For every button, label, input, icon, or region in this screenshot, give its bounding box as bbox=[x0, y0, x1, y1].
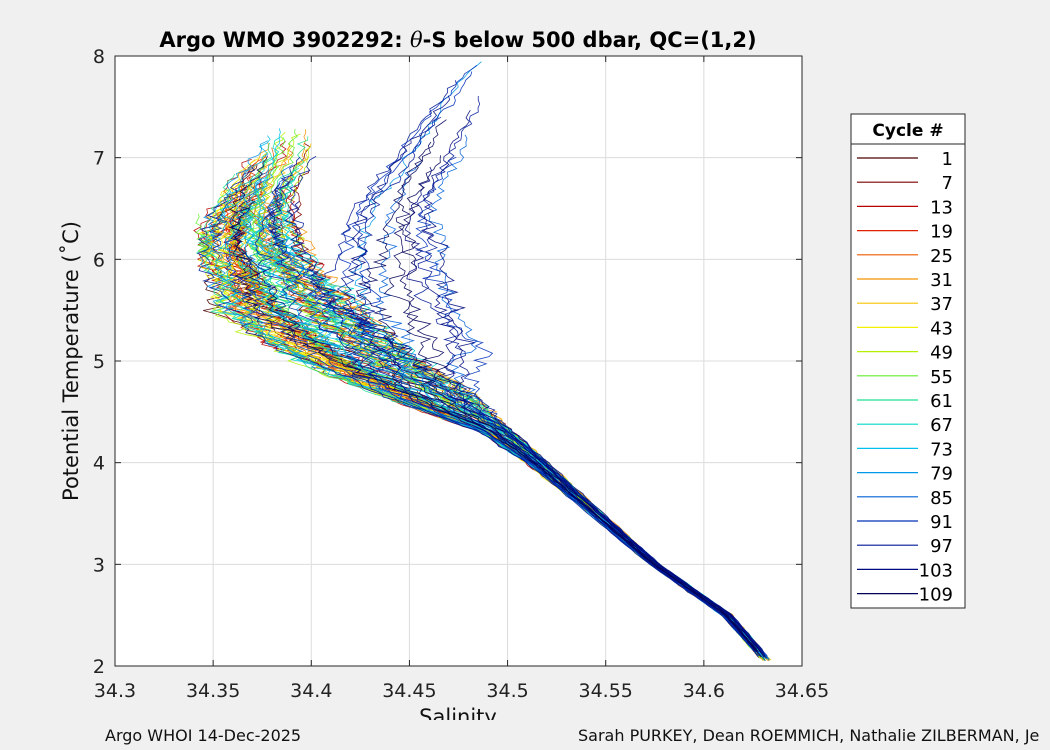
x-tick-label: 34.55 bbox=[579, 680, 633, 702]
legend-label: 103 bbox=[919, 560, 953, 581]
profile-line bbox=[420, 109, 765, 653]
footer-left-text: Argo WHOI 14-Dec-2025 bbox=[105, 726, 302, 745]
legend-label: 97 bbox=[930, 536, 953, 557]
chart-title-prefix: Argo WMO 3902292: bbox=[159, 28, 410, 52]
legend-label: 73 bbox=[930, 439, 953, 460]
x-tick-label: 34.6 bbox=[683, 680, 725, 702]
y-tick-label: 8 bbox=[93, 46, 105, 68]
legend-label: 7 bbox=[942, 173, 953, 194]
legend-label: 1 bbox=[942, 149, 953, 170]
chart: 34.3 34.35 34.4 34.45 34.5 34.55 34.6 34.65 2 3 4 5… bbox=[59, 28, 966, 720]
profile-line bbox=[314, 80, 759, 657]
x-tick-label: 34.3 bbox=[94, 680, 136, 702]
legend-label: 19 bbox=[930, 222, 953, 243]
x-tick-label: 34.5 bbox=[486, 680, 528, 702]
legend-label: 43 bbox=[930, 318, 953, 339]
footer-right-text: Sarah PURKEY, Dean ROEMMICH, Nathalie ZI… bbox=[578, 726, 1040, 745]
y-tick-label: 5 bbox=[93, 351, 105, 373]
tick-labels: 34.3 34.35 34.4 34.45 34.5 34.55 34.6 34.65 2 3 4 5… bbox=[93, 46, 829, 702]
y-axis-label: Potential Temperature (˚C) bbox=[59, 221, 83, 501]
legend-label: 85 bbox=[930, 488, 953, 509]
x-tick-label: 34.65 bbox=[775, 680, 829, 702]
legend-label: 67 bbox=[930, 415, 953, 436]
legend-label: 79 bbox=[930, 464, 953, 485]
profile-line bbox=[268, 183, 768, 659]
x-axis-label: Salinity bbox=[419, 705, 497, 720]
y-tick-label: 3 bbox=[93, 554, 105, 576]
y-tick-label: 4 bbox=[93, 453, 105, 475]
legend-label: 49 bbox=[930, 343, 953, 364]
profiles bbox=[193, 61, 772, 662]
profile-line bbox=[398, 155, 765, 658]
chart-title: Argo WMO 3902292: θ-S below 500 dbar, QC… bbox=[159, 28, 756, 52]
legend-label: 91 bbox=[930, 512, 953, 533]
x-tick-label: 34.35 bbox=[186, 680, 240, 702]
legend: Cycle # 1 7 13 19 25 31 37 43 49 55 61 67 73 79 85 91 97… bbox=[850, 113, 966, 609]
y-tick-label: 7 bbox=[93, 148, 105, 170]
legend-title: Cycle # bbox=[872, 121, 943, 141]
legend-entries: 1 7 13 19 25 31 37 43 49 55 61 67 73 79 85 91 97 103 109 bbox=[857, 149, 953, 606]
chart-title-suffix: -S below 500 dbar, QC=(1,2) bbox=[423, 28, 757, 52]
legend-label: 31 bbox=[930, 270, 953, 291]
legend-label: 61 bbox=[930, 391, 953, 412]
y-tick-label: 6 bbox=[93, 249, 105, 271]
chart-title-theta: θ bbox=[410, 28, 423, 52]
legend-box bbox=[850, 113, 966, 609]
legend-label: 109 bbox=[919, 585, 953, 606]
profile-line bbox=[340, 95, 757, 653]
profile-line bbox=[383, 119, 758, 650]
profile-line bbox=[350, 116, 756, 650]
legend-label: 13 bbox=[930, 197, 953, 218]
x-tick-label: 34.4 bbox=[290, 680, 332, 702]
x-tick-label: 34.45 bbox=[382, 680, 436, 702]
legend-label: 25 bbox=[930, 246, 953, 267]
legend-label: 55 bbox=[930, 367, 953, 388]
legend-label: 37 bbox=[930, 294, 953, 315]
axis-ticks bbox=[114, 55, 803, 667]
y-tick-label: 2 bbox=[93, 656, 105, 678]
